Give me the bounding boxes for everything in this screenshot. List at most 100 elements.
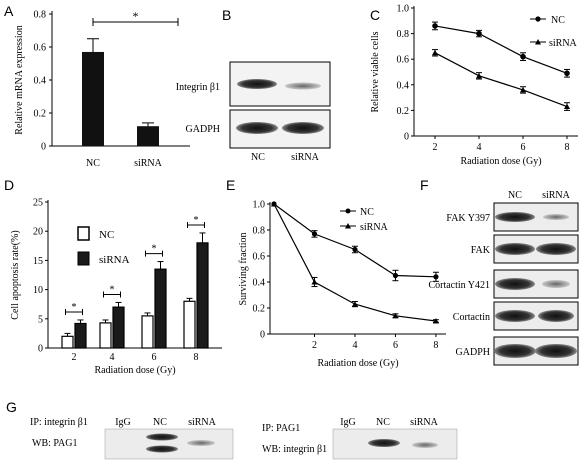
chart-a-y-label: Relative mRNA expression bbox=[14, 25, 25, 134]
panel-letter-d: D bbox=[4, 177, 14, 193]
blot-g-left-band-nc-2 bbox=[146, 445, 178, 453]
chart-d-y-tick-label: 15 bbox=[33, 256, 43, 267]
chart-a-y-tick-label: 0.8 bbox=[34, 10, 47, 21]
chart-e-legend-marker-sirna bbox=[345, 223, 351, 229]
chart-c-point-nc bbox=[432, 23, 438, 29]
blot-f-lane-sirna: siRNA bbox=[542, 190, 571, 201]
chart-c-y-tick-label: 0.6 bbox=[397, 55, 410, 66]
chart-c-point-sirna bbox=[432, 49, 438, 56]
blot-f-band-nc bbox=[495, 243, 535, 255]
blot-g-left-ip-label: IP: integrin β1 bbox=[30, 417, 88, 428]
chart-c-legend-marker-sirna bbox=[535, 39, 541, 45]
blot-b-band-integrin-sirna bbox=[285, 82, 321, 90]
chart-e-point-sirna bbox=[432, 318, 439, 324]
chart-e-point-nc bbox=[392, 272, 399, 279]
chart-c-x-label: Radiation dose (Gy) bbox=[460, 156, 541, 167]
blot-b-lane-nc: NC bbox=[251, 152, 265, 163]
chart-d-significance-star: * bbox=[110, 284, 115, 295]
chart-e-point-sirna bbox=[311, 279, 318, 285]
blot-g-left-lane-igg: IgG bbox=[115, 417, 131, 428]
chart-e-x-tick-label: 4 bbox=[352, 340, 357, 351]
blot-f-row-label: FAK bbox=[471, 245, 491, 256]
blot-g-right-lane-igg: IgG bbox=[340, 417, 356, 428]
chart-e-point-sirna bbox=[392, 312, 399, 319]
chart-e-legend-marker-nc bbox=[345, 208, 351, 214]
chart-d-bar-nc bbox=[141, 315, 154, 349]
blot-b-row-label-integrin: Integrin β1 bbox=[176, 82, 220, 93]
chart-d-bar-nc bbox=[99, 322, 112, 349]
chart-d-y-tick-label: 25 bbox=[33, 198, 43, 209]
chart-d-x-tick-label: 4 bbox=[110, 352, 115, 363]
chart-d-legend-swatch-sirna bbox=[77, 251, 90, 266]
chart-c-legend-marker-nc bbox=[535, 16, 541, 22]
chart-a-significance-star: * bbox=[133, 9, 139, 23]
chart-a-x-tick-label: siRNA bbox=[134, 158, 163, 169]
chart-e-y-tick-label: 0.4 bbox=[253, 278, 266, 289]
chart-e-y-tick-label: 0.8 bbox=[253, 226, 266, 237]
chart-e-x-label: Radiation dose (Gy) bbox=[317, 358, 398, 369]
chart-c-y-tick-label: 0.8 bbox=[397, 29, 410, 40]
chart-c-series-line-sirna bbox=[434, 52, 568, 108]
chart-d-bar-nc bbox=[61, 335, 74, 349]
chart-e-point-nc bbox=[433, 274, 439, 280]
chart-d-significance-star: * bbox=[152, 244, 157, 255]
chart-e-y-tick-label: 1.0 bbox=[253, 200, 266, 211]
chart-a-y-tick-label: 0.6 bbox=[34, 43, 47, 54]
panel-letter-b: B bbox=[222, 7, 231, 23]
chart-c-series-line-nc bbox=[434, 25, 568, 74]
chart-c-x-tick-label: 4 bbox=[477, 142, 482, 153]
chart-c-y-tick-label: 0 bbox=[404, 132, 409, 143]
panel-letter-e: E bbox=[226, 177, 235, 193]
blot-b: Integrin β1 GADPH NC siRNA bbox=[176, 61, 331, 163]
chart-d-y-tick-label: 5 bbox=[38, 314, 43, 325]
blot-f-band-nc bbox=[495, 310, 535, 322]
panel-letter-g: G bbox=[6, 399, 17, 415]
blot-g-right-band-sirna bbox=[412, 442, 438, 448]
chart-c-x-tick-label: 2 bbox=[433, 142, 438, 153]
blot-b-lane-sirna: siRNA bbox=[291, 152, 320, 163]
chart-c-y-tick-label: 1.0 bbox=[397, 4, 410, 15]
chart-c-viable-cells: 0 0.2 0.4 0.6 0.8 1.0 2 4 6 8 Radiation dose (Gy) R… bbox=[370, 4, 578, 167]
chart-e-y-tick-label: 0 bbox=[260, 330, 265, 341]
chart-d-bar-sirna bbox=[112, 306, 125, 349]
chart-d-legend-swatch-nc bbox=[77, 226, 90, 241]
chart-a-y-tick-label: 0.2 bbox=[34, 109, 47, 120]
blot-f-row-label: Cortactin bbox=[453, 312, 490, 323]
blot-g-right-lane-nc: NC bbox=[376, 417, 390, 428]
chart-d-y-tick-label: 0 bbox=[38, 344, 43, 355]
chart-a-mrna-expression: 0 0.2 0.4 0.6 0.8 Relative mRNA expression NC s… bbox=[14, 9, 190, 169]
chart-c-legend-label-sirna: siRNA bbox=[549, 38, 578, 49]
blot-g-left-band-sirna bbox=[187, 440, 215, 446]
blot-f: NC siRNA FAK Y397 FAK Cortactin Y421 Cortac… bbox=[428, 190, 579, 366]
chart-e-legend-label-nc: NC bbox=[360, 207, 374, 218]
chart-a-bar bbox=[82, 51, 104, 147]
blot-b-band-gadph-nc bbox=[236, 122, 278, 134]
chart-c-legend-label-nc: NC bbox=[551, 15, 565, 26]
chart-d-bar-sirna bbox=[196, 242, 209, 349]
chart-e-series-line-nc bbox=[273, 203, 436, 278]
chart-e-x-tick-label: 6 bbox=[393, 340, 398, 351]
chart-d-legend-label-nc: NC bbox=[99, 229, 114, 241]
chart-e-surviving-fraction: 0 0.2 0.4 0.6 0.8 1.0 2 4 6 8 Radiation dose (Gy) S… bbox=[238, 200, 446, 369]
chart-d-significance-star: * bbox=[194, 215, 199, 226]
chart-e-y-tick-label: 0.2 bbox=[253, 304, 266, 315]
blot-f-band-nc bbox=[495, 212, 535, 222]
chart-d-bar-nc bbox=[183, 300, 196, 349]
chart-d-legend-label-sirna: siRNA bbox=[99, 254, 130, 266]
panel-letter-f: F bbox=[420, 177, 429, 193]
chart-d-apoptosis: 0 5 10 15 20 25 Cell apoptosis rate(%) Radiatio… bbox=[10, 198, 222, 376]
blot-g-right-wb-label: WB: integrin β1 bbox=[262, 444, 327, 455]
blot-b-band-gadph-sirna bbox=[282, 122, 324, 134]
chart-c-point-sirna bbox=[520, 86, 526, 93]
chart-c-x-tick-label: 8 bbox=[565, 142, 570, 153]
blot-f-row-label: FAK Y397 bbox=[446, 213, 490, 224]
chart-c-point-nc bbox=[476, 30, 482, 37]
blot-f-row-label: GADPH bbox=[456, 347, 490, 358]
blot-f-lane-nc: NC bbox=[508, 190, 522, 201]
blot-g-left-lane-nc: NC bbox=[153, 417, 167, 428]
blot-b-band-integrin-nc bbox=[237, 79, 277, 89]
chart-e-y-label: Surviving fraction bbox=[238, 232, 249, 305]
chart-c-y-label: Relative viable cells bbox=[370, 31, 381, 112]
chart-e-y-tick-label: 0.6 bbox=[253, 252, 266, 263]
chart-d-bar-sirna bbox=[74, 322, 87, 349]
